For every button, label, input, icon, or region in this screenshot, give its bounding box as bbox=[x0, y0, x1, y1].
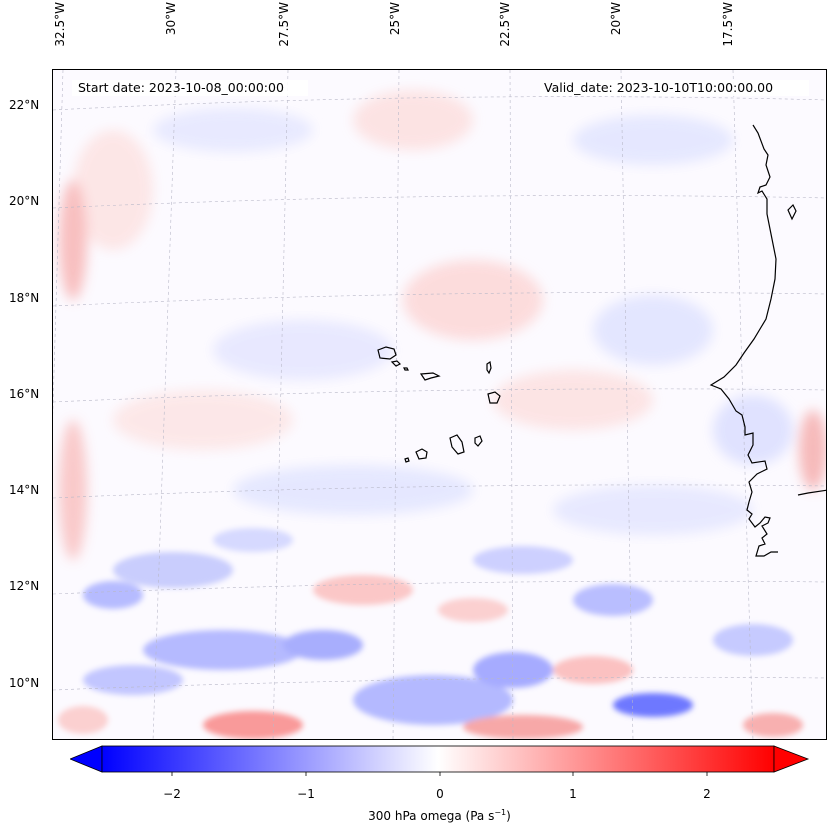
island-santa-luzia bbox=[403, 367, 409, 371]
island-sao-nicolau bbox=[419, 372, 441, 381]
start-date-text: Start date: 2023-10-08_00:00:00 bbox=[72, 80, 308, 96]
colorbar-tick-2: 2 bbox=[703, 787, 711, 801]
colorbar-tick-0: 0 bbox=[436, 787, 444, 801]
africa-coast-cap-blanc bbox=[787, 203, 797, 221]
island-sal bbox=[486, 360, 492, 375]
island-brava bbox=[404, 457, 410, 463]
africa-coast bbox=[709, 124, 778, 557]
omega-field-south bbox=[58, 528, 803, 739]
lon-label-27-5w: 27.5°W bbox=[277, 2, 291, 47]
lat-label-10n: 10°N bbox=[9, 676, 40, 690]
omega-field-broad bbox=[59, 90, 826, 560]
colorbar bbox=[70, 745, 810, 776]
africa-inner-coast bbox=[797, 489, 826, 496]
lon-label-25w: 25°W bbox=[388, 2, 402, 36]
colorbar-label: 300 hPa omega (Pa s−1) bbox=[368, 808, 511, 823]
colorbar-tick-1: 1 bbox=[569, 787, 577, 801]
island-santiago bbox=[449, 434, 465, 455]
island-boa-vista bbox=[487, 391, 501, 404]
lat-label-14n: 14°N bbox=[9, 483, 40, 497]
lon-label-17-5w: 17.5°W bbox=[721, 2, 735, 47]
lat-label-12n: 12°N bbox=[9, 579, 40, 593]
lat-label-22n: 22°N bbox=[9, 98, 40, 112]
island-santo-antao bbox=[377, 346, 397, 360]
colorbar-tick-neg1: −1 bbox=[297, 787, 315, 801]
island-sao-vicente bbox=[390, 360, 402, 367]
valid-date-text: Valid_date: 2023-10-10T10:00:00.00 bbox=[540, 80, 809, 96]
colorbar-tick-neg2: −2 bbox=[163, 787, 181, 801]
lon-label-20w: 20°W bbox=[609, 2, 623, 36]
lat-label-20n: 20°N bbox=[9, 194, 40, 208]
lon-label-32-5w: 32.5°W bbox=[53, 2, 67, 47]
colorbar-extend-min bbox=[70, 745, 103, 773]
island-fogo bbox=[415, 448, 428, 460]
colorbar-extend-max bbox=[773, 745, 810, 773]
island-maio bbox=[474, 435, 483, 447]
lon-label-30w: 30°W bbox=[164, 2, 178, 36]
lat-label-18n: 18°N bbox=[9, 291, 40, 305]
coastlines bbox=[377, 124, 826, 557]
map-panel bbox=[52, 69, 827, 740]
lon-label-22-5w: 22.5°W bbox=[498, 2, 512, 47]
graticule bbox=[53, 70, 826, 739]
colorbar-body bbox=[101, 745, 775, 773]
lat-label-16n: 16°N bbox=[9, 387, 40, 401]
omega-field bbox=[53, 70, 826, 739]
